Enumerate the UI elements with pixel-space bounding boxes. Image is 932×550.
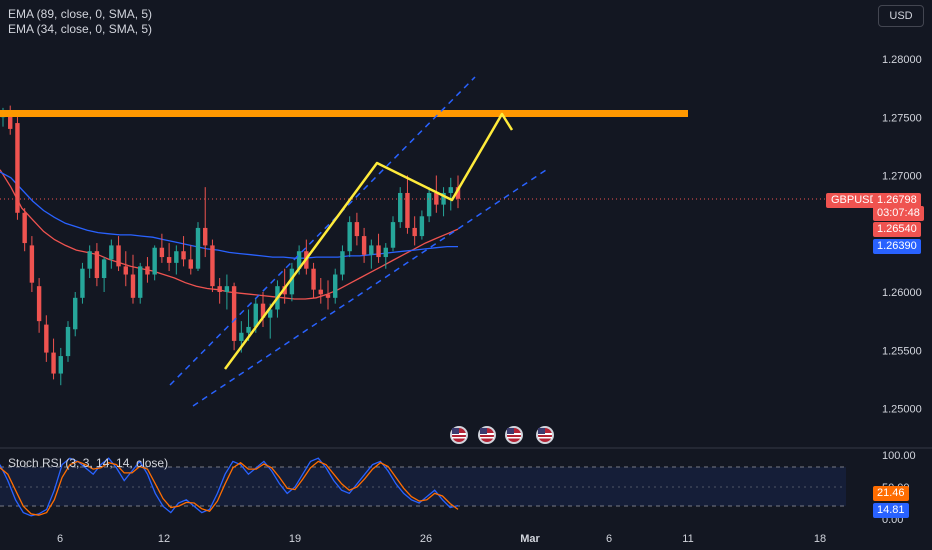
candle[interactable] — [58, 347, 63, 386]
us-flag-icon[interactable] — [450, 426, 468, 444]
candle[interactable] — [390, 216, 396, 252]
axes: 1.28000 1.27500 1.27000 1.26000 1.25500 1.250… — [57, 54, 922, 545]
candle[interactable] — [152, 245, 157, 281]
candle[interactable] — [354, 212, 360, 246]
candle[interactable] — [311, 262, 316, 298]
candle[interactable] — [224, 274, 230, 310]
stoch-d-tag: 14.81 — [873, 503, 909, 518]
stoch-rsi-label[interactable]: Stoch RSI (3, 3, 14, 14, close) — [8, 456, 169, 470]
stoch-d-line[interactable] — [0, 460, 459, 516]
candle[interactable] — [448, 177, 453, 211]
candle[interactable] — [22, 208, 27, 252]
ema89-value-tag: 1.26390 — [873, 239, 921, 254]
candle[interactable] — [398, 187, 403, 228]
candle[interactable] — [289, 262, 295, 302]
candle[interactable] — [166, 243, 172, 272]
price-axis-label: 1.25500 — [882, 345, 922, 357]
last-price-tag: 1.26798 — [873, 193, 921, 208]
candle[interactable] — [87, 245, 92, 279]
candle[interactable] — [217, 278, 222, 304]
ema-lines — [0, 169, 459, 300]
candle[interactable] — [333, 268, 338, 304]
price-axis-label: 1.25000 — [882, 404, 922, 416]
candle[interactable] — [419, 210, 425, 240]
candle[interactable] — [441, 187, 446, 217]
candle[interactable] — [51, 338, 56, 380]
stoch-pane — [0, 457, 846, 517]
time-axis-label: Mar — [520, 533, 540, 545]
us-flag-icon[interactable] — [536, 426, 554, 444]
projection-path[interactable] — [223, 112, 514, 370]
candle[interactable] — [29, 236, 35, 292]
candle[interactable] — [347, 216, 352, 258]
candle[interactable] — [181, 236, 186, 267]
candle[interactable] — [123, 251, 128, 287]
stoch-k-tag: 21.46 — [873, 486, 909, 501]
candle[interactable] — [174, 245, 179, 275]
candle[interactable] — [65, 321, 71, 362]
countdown-tag: 03:07:48 — [873, 206, 924, 221]
candle[interactable] — [260, 292, 266, 327]
candle[interactable] — [36, 278, 42, 333]
price-axis-label: 1.27500 — [882, 112, 922, 124]
resistance-zone[interactable] — [0, 110, 688, 117]
candle[interactable] — [116, 236, 121, 272]
candle[interactable] — [426, 187, 432, 223]
time-axis-label: 12 — [158, 533, 170, 545]
candle[interactable] — [73, 292, 78, 337]
candle[interactable] — [159, 233, 165, 263]
stoch-axis-label: 100.00 — [882, 450, 916, 462]
us-flag-icon[interactable] — [478, 426, 496, 444]
ema89-line[interactable] — [0, 171, 458, 259]
candle[interactable] — [188, 245, 193, 275]
channel-upper-line[interactable] — [169, 76, 476, 386]
candle[interactable] — [15, 111, 20, 220]
candle[interactable] — [203, 187, 208, 258]
symbol-tag: GBPUSD — [826, 193, 883, 208]
time-axis-label: 18 — [814, 533, 826, 545]
candle[interactable] — [383, 243, 388, 269]
us-flag-icon[interactable] — [505, 426, 523, 444]
currency-button[interactable]: USD — [878, 5, 924, 27]
price-axis-label: 1.26000 — [882, 287, 922, 299]
candle[interactable] — [340, 245, 345, 281]
candles — [0, 105, 461, 386]
ema89-label[interactable]: EMA (89, close, 0, SMA, 5) — [8, 7, 153, 21]
candle[interactable] — [130, 254, 136, 304]
price-axis-label: 1.27000 — [882, 171, 922, 183]
drawings — [0, 76, 826, 407]
ema34-label[interactable]: EMA (34, close, 0, SMA, 5) — [8, 22, 153, 36]
time-axis-label: 6 — [57, 533, 63, 545]
candle[interactable] — [8, 105, 13, 135]
candle[interactable] — [210, 239, 215, 292]
price-axis-label: 1.28000 — [882, 54, 922, 66]
channel-lower-line[interactable] — [192, 169, 547, 407]
candle[interactable] — [318, 278, 323, 304]
time-axis-label: 26 — [420, 533, 432, 545]
candle[interactable] — [369, 239, 374, 269]
time-axis-label: 11 — [682, 533, 693, 545]
candle[interactable] — [405, 175, 410, 234]
event-icons — [450, 426, 554, 444]
time-axis-label: 6 — [606, 533, 612, 545]
candle[interactable] — [376, 233, 381, 263]
candle[interactable] — [94, 243, 100, 287]
candle[interactable] — [109, 239, 114, 269]
candle[interactable] — [101, 257, 107, 292]
candle[interactable] — [80, 262, 85, 304]
candle[interactable] — [231, 282, 237, 351]
candle[interactable] — [325, 280, 331, 310]
candle[interactable] — [361, 227, 367, 263]
candle[interactable] — [44, 315, 49, 362]
candle[interactable] — [195, 222, 201, 272]
candle[interactable] — [412, 216, 417, 246]
time-axis-label: 19 — [289, 533, 301, 545]
ema34-line[interactable] — [0, 169, 459, 300]
ema34-value-tag: 1.26540 — [873, 222, 921, 237]
candle[interactable] — [145, 257, 150, 283]
candle[interactable] — [138, 262, 143, 304]
